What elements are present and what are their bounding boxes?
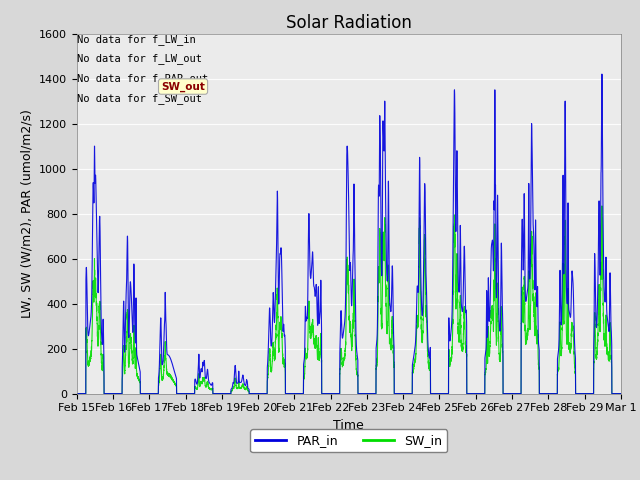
Text: No data for f_PAR_out: No data for f_PAR_out	[77, 73, 208, 84]
Text: No data for f_LW_in: No data for f_LW_in	[77, 34, 196, 45]
Text: No data for f_LW_out: No data for f_LW_out	[77, 53, 202, 64]
X-axis label: Time: Time	[333, 419, 364, 432]
Title: Solar Radiation: Solar Radiation	[286, 14, 412, 32]
Text: SW_out: SW_out	[161, 82, 205, 92]
Y-axis label: LW, SW (W/m2), PAR (umol/m2/s): LW, SW (W/m2), PAR (umol/m2/s)	[20, 109, 33, 318]
Text: No data for f_SW_out: No data for f_SW_out	[77, 93, 202, 104]
Legend: PAR_in, SW_in: PAR_in, SW_in	[250, 429, 447, 452]
